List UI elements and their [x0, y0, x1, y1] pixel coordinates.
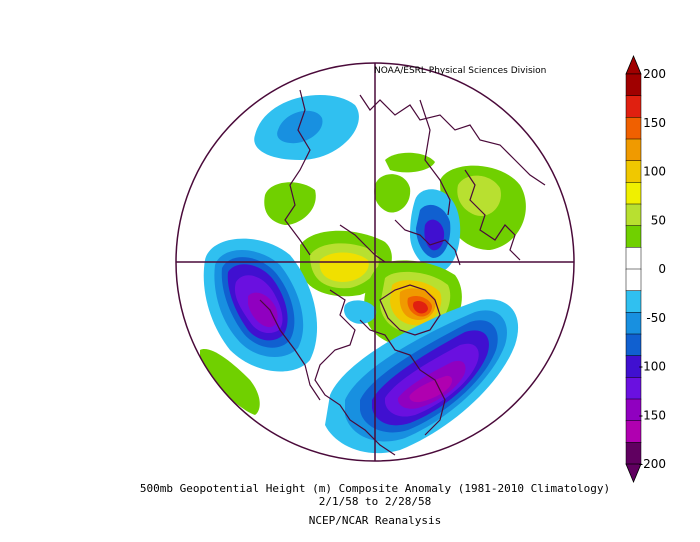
anomaly-region [385, 152, 435, 173]
colorbar-cell [625, 312, 642, 335]
colorbar-tick-label: 50 [651, 213, 666, 227]
anomaly-region [277, 110, 323, 144]
colorbar-cell [625, 138, 642, 162]
colorbar-cell [625, 182, 642, 205]
colorbar-cell [625, 290, 642, 313]
colorbar-bottom-arrow [625, 463, 642, 484]
colorbar-cell [625, 117, 642, 140]
colorbar-cell [625, 95, 642, 118]
credit-label: NOAA/ESRL Physical Sciences Division [374, 66, 547, 76]
anomaly-region [457, 175, 501, 216]
anomaly-region [409, 375, 453, 403]
coastline [314, 289, 396, 456]
anomaly-region [424, 219, 445, 251]
coastline [464, 169, 521, 261]
colorbar-tick-label: 0 [658, 262, 666, 276]
colorbar-cell [625, 225, 642, 248]
colorbar-top-arrow [625, 54, 642, 75]
colorbar-tick-label: -150 [639, 408, 666, 422]
anomaly-region [344, 300, 377, 324]
coastline [339, 224, 386, 263]
coastline [259, 299, 321, 401]
colorbar-cell [625, 73, 642, 97]
caption-source: NCEP/NCAR Reanalysis [308, 514, 442, 527]
anomaly-region [413, 300, 428, 314]
caption-date-range: 2/1/58 to 2/28/58 [318, 495, 432, 508]
anomaly-region [319, 252, 369, 282]
anomaly-region [264, 182, 316, 225]
colorbar-cell [625, 160, 642, 183]
caption-title: 500mb Geopotential Height (m) Composite … [139, 482, 611, 495]
coastline [379, 284, 441, 336]
colorbar-tick-label: 100 [643, 165, 666, 179]
anomaly-region [200, 349, 260, 415]
anomaly-region [374, 174, 411, 213]
colorbar-cell [625, 203, 642, 227]
colorbar-cell [625, 420, 642, 443]
colorbar: 200 150 100 50 0 -50 -100 -150 -200 [625, 54, 666, 484]
coastline [284, 89, 311, 256]
colorbar-tick-label: -200 [639, 457, 666, 471]
colorbar-tick-label: -100 [639, 360, 666, 374]
colorbar-tick-label: 150 [643, 116, 666, 130]
coastline [419, 99, 451, 216]
colorbar-tick-label: 200 [643, 67, 666, 81]
colorbar-cell [625, 268, 642, 292]
coastline [359, 319, 446, 436]
colorbar-cell [625, 333, 642, 357]
colorbar-cell [625, 377, 642, 400]
coastline [359, 94, 546, 186]
anomaly-region [248, 292, 278, 328]
colorbar-cell [625, 247, 642, 270]
coastline [394, 219, 461, 266]
colorbar-tick-label: -50 [646, 311, 666, 325]
coastlines [259, 89, 546, 456]
